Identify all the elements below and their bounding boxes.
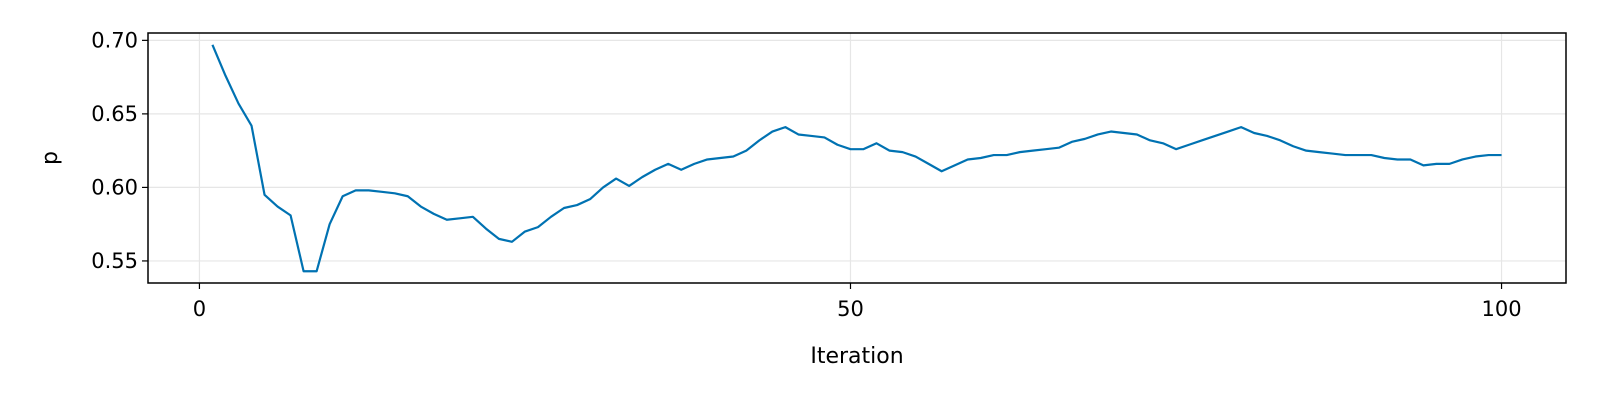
plot-frame [147,32,1567,284]
grid-lines [148,33,1566,283]
x-tick-label: 50 [837,297,864,321]
y-tick-label: 0.55 [91,249,138,273]
x-axis-ticks: 0 50 100 [193,283,1522,321]
y-tick-label: 0.60 [91,175,138,199]
x-tick-label: 0 [193,297,206,321]
series-line [211,44,1502,273]
y-tick-label: 0.70 [91,28,138,52]
x-tick-label: 100 [1481,297,1521,321]
y-axis-label: p [38,151,63,165]
y-tick-label: 0.65 [91,102,138,126]
y-axis-ticks: 0.55 0.60 0.65 0.70 [91,28,148,273]
x-axis-label: Iteration [810,344,903,369]
